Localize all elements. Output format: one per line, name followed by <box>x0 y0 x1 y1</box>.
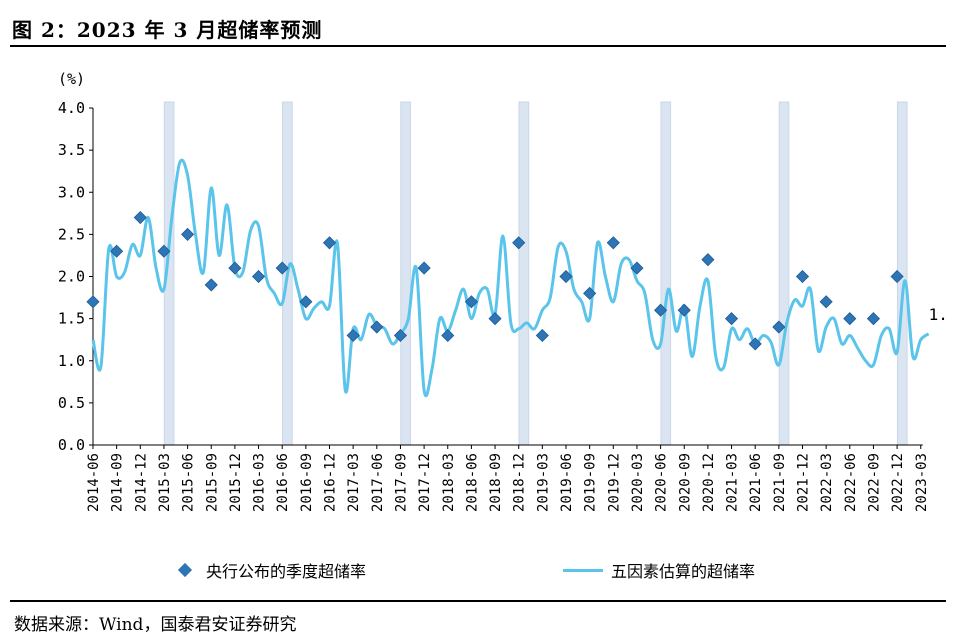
y-tick-label: 2.0 <box>58 268 85 286</box>
pboc-point <box>181 227 195 241</box>
pboc-point <box>346 328 360 343</box>
legend-label-estimate: 五因素估算的超储率 <box>611 562 756 581</box>
pboc-point <box>772 320 786 334</box>
top-rule <box>10 45 946 47</box>
legend-label-pboc: 央行公布的季度超储率 <box>206 562 367 581</box>
x-tick-label: 2016-12 <box>323 453 339 512</box>
pboc-point <box>795 269 810 284</box>
pboc-point <box>464 295 478 309</box>
pboc-point <box>701 253 715 267</box>
x-tick-label: 2023-03 <box>914 453 930 512</box>
pboc-point <box>157 244 171 258</box>
x-tick-label: 2020-09 <box>677 453 693 512</box>
pboc-point <box>512 236 526 250</box>
pboc-point <box>890 269 904 284</box>
x-tick-label: 2015-06 <box>181 453 197 512</box>
legend-item-estimate: 五因素估算的超储率 <box>563 558 755 582</box>
x-tick-label: 2018-12 <box>512 453 528 512</box>
x-tick-label: 2016-09 <box>299 453 315 512</box>
x-tick-label: 2017-06 <box>370 453 386 512</box>
y-tick-label: 0.5 <box>58 394 85 412</box>
pboc-point <box>86 295 100 309</box>
pboc-point <box>606 236 620 250</box>
estimate-end-label: 1. 3 <box>929 305 958 324</box>
pboc-point <box>441 328 455 343</box>
estimate-line <box>91 158 930 398</box>
pboc-point <box>228 261 242 275</box>
pboc-point <box>393 328 408 343</box>
y-tick-label: 4.0 <box>58 99 85 117</box>
y-tick-label: 3.0 <box>58 183 85 201</box>
pboc-point <box>583 286 597 300</box>
pboc-point <box>559 269 573 284</box>
shaded-band <box>778 101 790 446</box>
x-tick-label: 2021-09 <box>772 453 788 512</box>
x-tick-label: 2021-06 <box>748 453 764 512</box>
pboc-point <box>110 244 124 258</box>
x-tick-label: 2015-03 <box>157 453 173 512</box>
x-tick-label: 2021-12 <box>796 453 812 512</box>
source-note: 数据来源：Wind，国泰君安证券研究 <box>14 615 297 635</box>
figure-title: 图 2：2023 年 3 月超储率预测 <box>12 18 323 42</box>
pboc-point <box>275 261 289 275</box>
x-tick-label: 2014-09 <box>110 453 126 512</box>
pboc-point <box>417 261 431 275</box>
x-tick-label: 2019-09 <box>583 453 599 512</box>
x-tick-label: 2017-03 <box>346 453 362 512</box>
pboc-point <box>724 312 739 326</box>
x-tick-label: 2022-09 <box>866 453 882 512</box>
x-tick-label: 2018-09 <box>488 453 504 512</box>
pboc-point <box>819 295 833 309</box>
pboc-point <box>251 269 266 284</box>
shaded-band <box>660 101 672 446</box>
x-tick-label: 2021-03 <box>725 453 741 512</box>
x-tick-label: 2017-09 <box>393 453 409 512</box>
legend-item-pboc: 央行公布的季度超储率 <box>177 558 367 582</box>
pboc-point <box>748 337 762 351</box>
line-legend-icon <box>563 568 603 572</box>
pboc-point <box>322 236 337 250</box>
y-tick-label: 1.5 <box>58 310 85 328</box>
y-tick-label: 3.5 <box>58 141 85 159</box>
pboc-point <box>843 312 857 326</box>
pboc-point <box>488 312 502 326</box>
x-tick-label: 2018-06 <box>464 453 480 512</box>
x-tick-label: 2019-06 <box>559 453 575 512</box>
x-tick-label: 2022-06 <box>843 453 859 512</box>
x-tick-label: 2022-03 <box>819 453 835 512</box>
x-tick-label: 2016-06 <box>275 453 291 512</box>
y-tick-label: 1.0 <box>58 352 85 370</box>
shaded-band <box>400 101 411 446</box>
x-tick-label: 2015-12 <box>228 453 244 512</box>
pboc-point <box>654 303 668 317</box>
x-tick-label: 2015-09 <box>204 453 220 512</box>
x-tick-label: 2020-12 <box>701 453 717 512</box>
x-tick-label: 2022-12 <box>890 453 906 512</box>
pboc-point <box>204 278 218 292</box>
pboc-point <box>133 210 147 225</box>
x-tick-label: 2020-03 <box>630 453 646 512</box>
x-tick-label: 2018-03 <box>441 453 457 512</box>
x-tick-label: 2014-12 <box>133 453 149 512</box>
x-tick-label: 2019-03 <box>535 453 551 512</box>
shaded-band <box>518 101 530 446</box>
x-tick-label: 2019-12 <box>606 453 622 512</box>
pboc-point <box>630 261 644 275</box>
pboc-point <box>370 320 384 334</box>
x-tick-label: 2020-06 <box>654 453 670 512</box>
bottom-rule <box>10 600 946 602</box>
y-tick-label: 0.0 <box>58 436 85 454</box>
pboc-point <box>677 303 691 317</box>
x-tick-label: 2017-12 <box>417 453 433 512</box>
y-unit-label: (%) <box>58 70 85 88</box>
pboc-point <box>299 295 313 309</box>
pboc-point <box>866 312 881 326</box>
x-tick-label: 2016-03 <box>252 453 268 512</box>
x-tick-label: 2014-06 <box>86 453 102 512</box>
y-tick-label: 2.5 <box>58 225 85 243</box>
pboc-point <box>535 328 549 343</box>
diamond-legend-icon <box>177 562 193 578</box>
